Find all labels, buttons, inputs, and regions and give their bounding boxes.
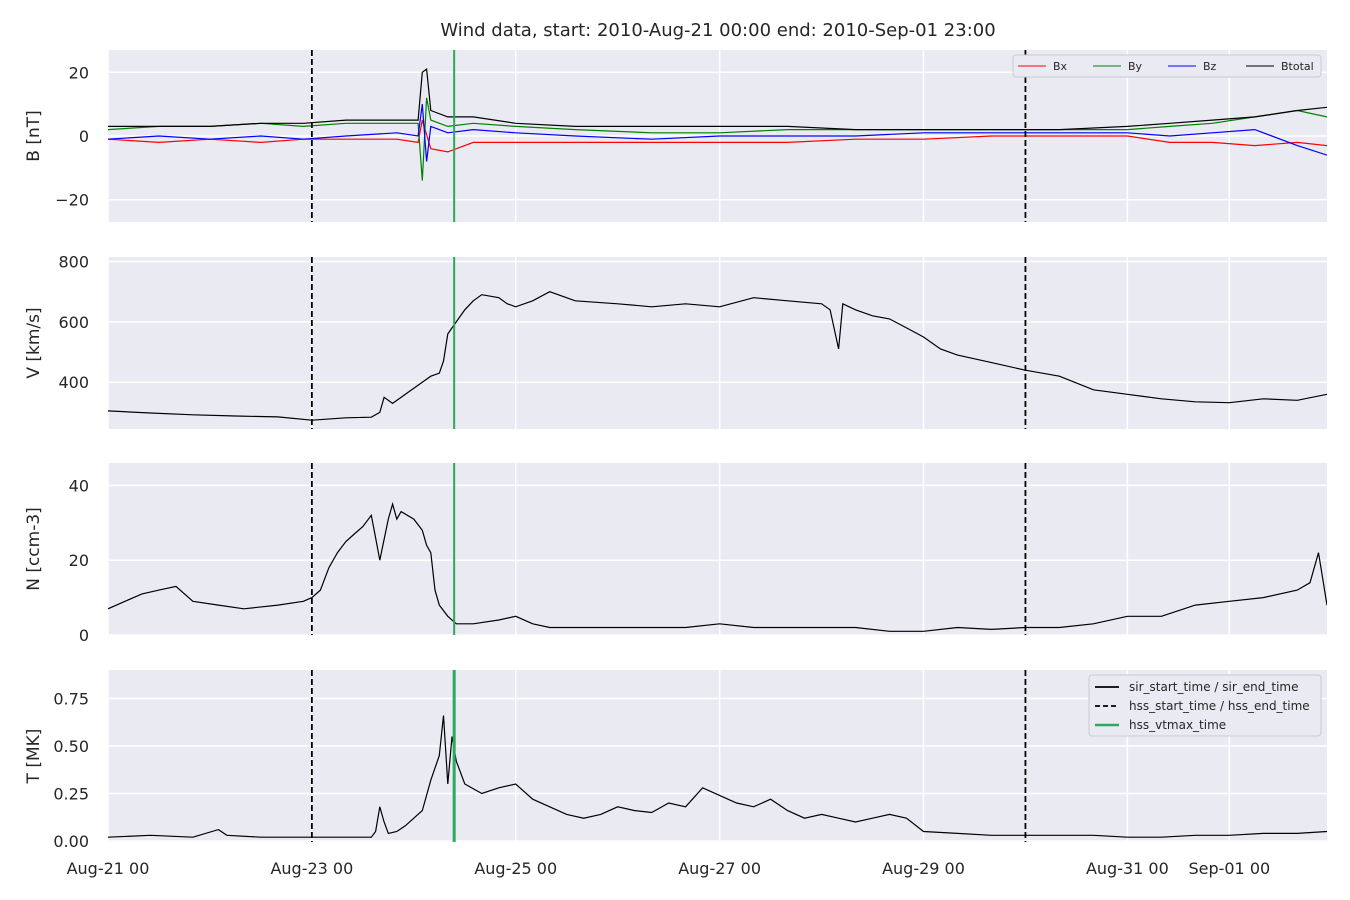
x-tick-label: Sep-01 00 [1188,859,1270,878]
legend-label: By [1128,60,1143,73]
panel-2: 800 600 400 V [km/s] [24,253,1327,429]
x-tick-label: Aug-27 00 [678,859,761,878]
panel-background [108,257,1327,429]
legend-label: Bz [1203,60,1217,73]
legend-label: Bx [1053,60,1068,73]
b-legend: Bx By Bz Btotal [1012,54,1322,78]
y-tick-label: 0.75 [53,690,89,709]
y-tick-label: 0 [79,127,89,146]
t-legend: sir_start_time / sir_end_time hss_start_t… [1088,674,1322,737]
x-tick-labels: Aug-21 00 Aug-23 00 Aug-25 00 Aug-27 00 Aug-… [67,859,1271,878]
legend-box [1088,674,1322,737]
series-line-v [108,291,1327,421]
x-tick-label: Aug-25 00 [474,859,557,878]
y-tick-label: 0.00 [53,832,89,851]
y-tick-label: −20 [55,191,89,210]
y-tick-label: 0.50 [53,737,89,756]
panel-1: 20 0 −20 B [nT] [24,50,1327,222]
y-tick-label: 600 [58,313,89,332]
series-group [108,67,1327,181]
series-line-bx [108,119,1327,153]
y-tick-label: 20 [69,63,89,82]
series-line-n [108,501,1327,632]
y-tick-label: 0 [79,626,89,645]
y-axis-label: T [MK] [24,729,44,785]
y-axis-label: B [nT] [24,110,44,162]
y-tick-label: 20 [69,551,89,570]
series-group [108,291,1327,421]
panel-background [108,463,1327,635]
series-group [108,715,1327,838]
x-tick-label: Aug-31 00 [1086,859,1169,878]
series-group [108,501,1327,632]
legend-box [1012,54,1322,78]
legend-label: hss_vtmax_time [1129,718,1226,732]
legend-label: hss_start_time / hss_end_time [1129,699,1310,713]
series-line-t [108,715,1327,838]
x-tick-label: Aug-29 00 [882,859,965,878]
panels: 20 0 −20 B [nT] 800 600 400 V [km/s] 40 20 0 N [ccm… [24,50,1327,851]
y-axis-label: N [ccm-3] [24,507,44,591]
x-tick-label: Aug-21 00 [67,859,150,878]
legend-label: sir_start_time / sir_end_time [1129,680,1299,694]
y-tick-label: 800 [58,253,89,272]
y-axis-label: V [km/s] [24,307,44,378]
panel-3: 40 20 0 N [ccm-3] [24,463,1327,645]
x-tick-label: Aug-23 00 [270,859,353,878]
series-line-bz [108,104,1327,162]
series-line-btotal [108,67,1327,131]
y-tick-label: 0.25 [53,785,89,804]
series-line-by [108,97,1327,181]
legend-label: Btotal [1281,60,1314,73]
chart-title: Wind data, start: 2010-Aug-21 00:00 end:… [440,20,995,41]
y-tick-label: 40 [69,476,89,495]
y-tick-label: 400 [58,373,89,392]
